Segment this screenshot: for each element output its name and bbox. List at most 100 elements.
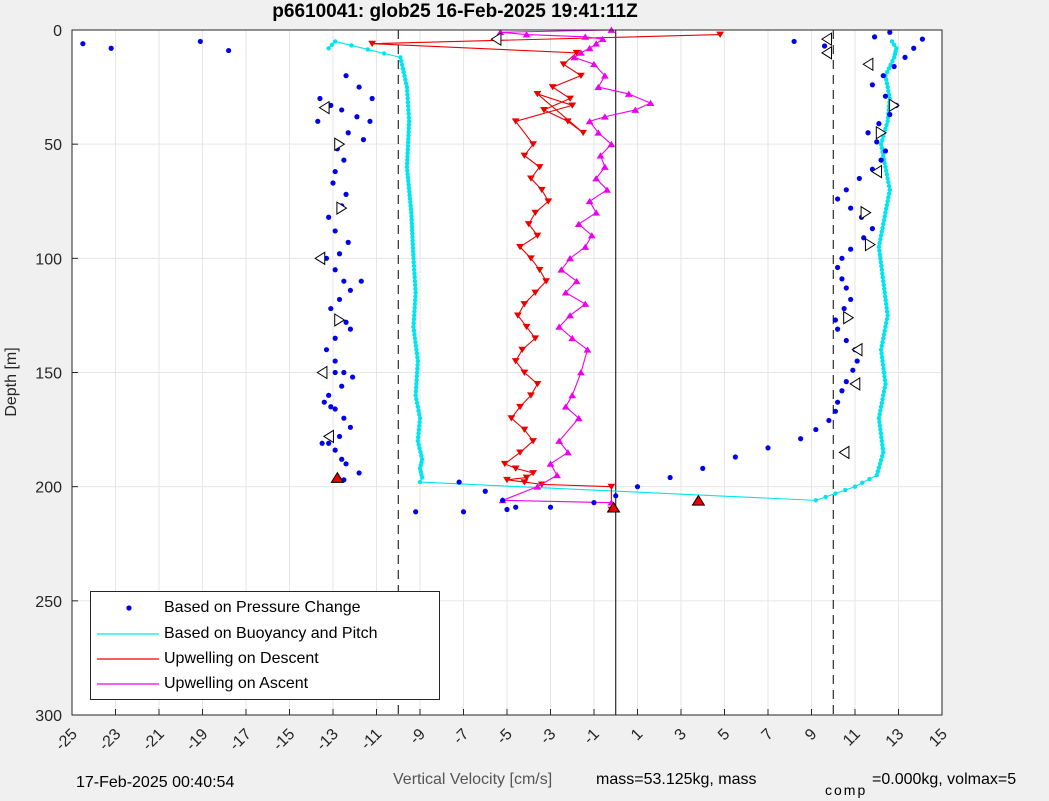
y-tick-label: 50 [44,137,62,154]
pressure-climb-point [854,358,860,364]
x-tick-label: -1 [581,726,603,748]
buoyancy-climb-point [876,415,882,421]
buoyancy-climb-point [833,491,838,496]
pressure-dive-point [332,335,338,341]
pressure-dive-point [336,433,343,440]
pressure-dive-point [226,47,232,54]
buoyancy-climb-point [884,69,890,75]
pressure-dive-point [345,130,351,136]
pressure-climb-point [843,379,849,385]
pressure-climb-point [835,326,841,332]
x-tick-label: -11 [358,726,386,754]
buoyancy-dive-point [418,449,423,455]
buoyancy-dive-point [405,171,410,177]
footer-params-prefix: mass=53.125kg, mass [596,771,757,788]
buoyancy-climb-point [879,400,885,406]
buoyancy-climb-point [813,498,819,503]
buoyancy-dive-point [409,221,415,226]
ascent-upwelling-point [581,300,590,307]
legend-label: Upwelling on Descent [164,650,319,667]
descent-upwelling-point [522,474,531,481]
buoyancy-climb-point [891,42,897,48]
buoyancy-dive-point [405,154,410,159]
buoyancy-dive-point [411,317,417,322]
pressure-dive-point [347,287,353,293]
buoyancy-climb-point [882,328,887,333]
white-left-marker [318,100,330,115]
pressure-climb-point [880,73,886,79]
legend-item-ascent: Upwelling on Ascent [91,672,439,696]
buoyancy-dive-point [406,119,412,124]
buoyancy-dive-point [412,271,417,276]
pressure-dive-point [367,118,373,124]
legend-item-buoyancy: Based on Buoyancy and Pitch [91,622,439,646]
buoyancy-dive-point [406,126,411,131]
buoyancy-dive-point [406,136,411,142]
ascent-upwelling-point [568,391,577,399]
buoyancy-climb-point [880,362,886,368]
ascent-upwelling-point [522,31,531,38]
white-left-marker [838,445,850,460]
buoyancy-climb-point [881,282,886,288]
buoyancy-climb-point [879,145,885,151]
white-right-marker [875,125,887,140]
buoyancy-dive-point [414,351,420,356]
pressure-dive-point [339,107,345,113]
buoyancy-dive-point [406,111,411,116]
buoyancy-climb-point [881,393,886,398]
buoyancy-climb-point [883,294,888,299]
buoyancy-dive-point [405,143,411,149]
buoyancy-climb-point [867,476,872,482]
buoyancy-dive-point [411,259,416,265]
buoyancy-climb-point [878,237,883,242]
ascent-upwelling-point [557,266,566,273]
buoyancy-climb-point [877,248,882,253]
buoyancy-dive-point [410,235,415,240]
buoyancy-climb-point [852,484,858,489]
buoyancy-climb-point [879,351,884,356]
buoyancy-dive-point [414,400,420,406]
buoyancy-climb-point [878,427,883,432]
ascent-upwelling-point [587,232,596,239]
pressure-dive-point [343,319,349,325]
buoyancy-climb-point [883,210,888,215]
buoyancy-dive-point [412,282,418,288]
pressure-climb-point [869,226,876,232]
buoyancy-climb-point [877,412,882,417]
buoyancy-climb-point [886,180,891,185]
buoyancy-dive-point [411,256,416,261]
legend-item-descent: Upwelling on Descent [91,647,439,671]
pressure-climb-point [765,445,771,451]
pressure-climb-point [732,454,738,460]
buoyancy-dive-point [408,199,413,205]
buoyancy-climb-point [886,195,891,200]
descent-upwelling-point [524,221,533,228]
buoyancy-dive-point [415,358,421,364]
buoyancy-dive-point [412,301,418,307]
y-tick-label: 100 [35,251,62,268]
pressure-dive-point [347,326,353,332]
ascent-upwelling-point [561,403,570,410]
pressure-dive-point [330,180,336,186]
buoyancy-climb-point [882,290,887,295]
pressure-climb-point [841,305,847,312]
buoyancy-climb-point [881,332,887,337]
buoyancy-dive-point [417,446,422,451]
buoyancy-climb-point [883,301,889,307]
buoyancy-dive-point [414,381,419,387]
buoyancy-dive-point [412,332,417,337]
descent-upwelling-point [518,346,527,354]
ascent-upwelling-point [577,49,585,56]
buoyancy-climb-point [876,244,882,250]
buoyancy-dive-point [410,231,415,236]
descent-upwelling-point [520,479,529,486]
buoyancy-dive-point [405,92,410,97]
buoyancy-dive-point [404,88,410,94]
buoyancy-dive-point [417,479,423,485]
ascent-upwelling-point [631,106,640,113]
ascent-upwelling-point [596,152,605,159]
ascent-upwelling-point [607,140,616,148]
buoyancy-dive-point [410,249,416,254]
buoyancy-climb-point [879,229,885,234]
buoyancy-dive-point [411,328,417,333]
